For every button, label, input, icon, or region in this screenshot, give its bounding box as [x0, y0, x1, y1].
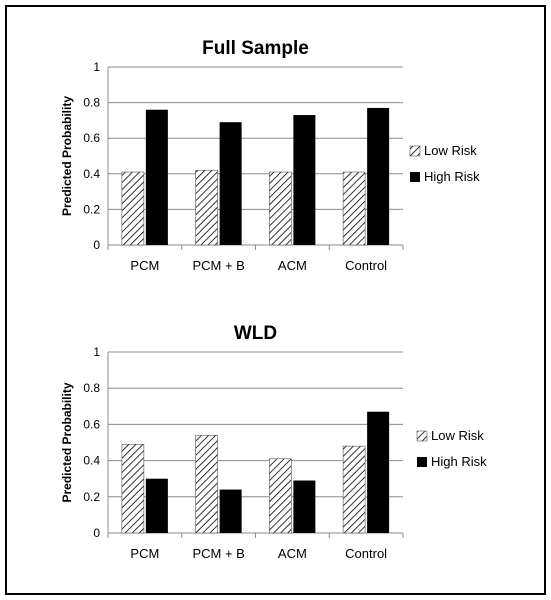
chart1-legend-label-high-risk: High Risk	[424, 169, 480, 184]
chart1-category-label: PCM	[130, 258, 159, 273]
chart1-bar-low-risk	[269, 171, 292, 246]
chart1-legend-swatch-low-risk	[409, 145, 421, 157]
chart2-category-label: PCM + B	[192, 546, 244, 561]
chart2-ytick-label: 0	[93, 526, 100, 540]
chart2-bar-high-risk	[367, 411, 390, 533]
chart1-ytick-label: 0.6	[83, 131, 100, 145]
chart1-title: Full Sample	[202, 38, 309, 59]
chart1-bar-low-risk	[342, 171, 366, 246]
chart2-ytick-label: 1	[93, 345, 100, 359]
chart1-y-axis-label: Predicted Probability	[60, 96, 74, 216]
chart1-category-label: ACM	[278, 258, 307, 273]
charts-svg: Full Sample 0 0.2 0.4 0.6 0.8 1 Predicted Proba…	[60, 38, 487, 561]
chart2-bar-low-risk	[121, 444, 145, 534]
chart2-category-label: PCM	[130, 546, 159, 561]
chart1-category-label: Control	[345, 258, 387, 273]
chart1-ytick-label: 1	[93, 60, 100, 74]
chart1-bar-high-risk	[367, 107, 390, 245]
chart2-ytick-label: 0.6	[83, 417, 100, 431]
chart1-ytick-label: 0.2	[83, 202, 100, 216]
chart2-bar-low-risk	[195, 434, 218, 534]
chart2-legend-label-high-risk: High Risk	[431, 454, 487, 469]
chart1-ytick-label: 0	[93, 238, 100, 252]
chart1-legend-label-low-risk: Low Risk	[424, 143, 477, 158]
chart2-ytick-label: 0.2	[83, 490, 100, 504]
chart2-bar-high-risk	[145, 478, 168, 533]
chart2-bar-high-risk	[219, 489, 242, 533]
chart1-bar-high-risk	[293, 115, 316, 245]
chart1-ytick-label: 0.4	[83, 167, 100, 181]
chart1-legend-swatch-high-risk	[410, 172, 420, 182]
chart2-legend-label-low-risk: Low Risk	[431, 428, 484, 443]
chart1-bar-low-risk	[195, 169, 218, 246]
chart2-title: WLD	[234, 323, 277, 344]
chart1-ytick-label: 0.8	[83, 96, 100, 110]
chart1-bar-high-risk	[145, 109, 168, 245]
chart2-ytick-label: 0.4	[83, 454, 100, 468]
chart1-bar-high-risk	[219, 122, 242, 245]
chart2-bar-low-risk	[342, 445, 366, 534]
chart2-y-axis-label: Predicted Probability	[60, 382, 74, 502]
chart2-legend-swatch-low-risk	[416, 430, 428, 442]
chart2-bar-high-risk	[293, 480, 316, 533]
chart1-bar-low-risk	[121, 171, 145, 246]
chart2-category-label: ACM	[278, 546, 307, 561]
chart1-category-label: PCM + B	[192, 258, 244, 273]
chart2-category-label: Control	[345, 546, 387, 561]
chart2-bar-low-risk	[269, 458, 292, 534]
chart2-legend-swatch-high-risk	[417, 457, 427, 467]
chart2-ytick-label: 0.8	[83, 381, 100, 395]
figure-frame: Full Sample 0 0.2 0.4 0.6 0.8 1 Predicted Proba…	[5, 5, 546, 595]
